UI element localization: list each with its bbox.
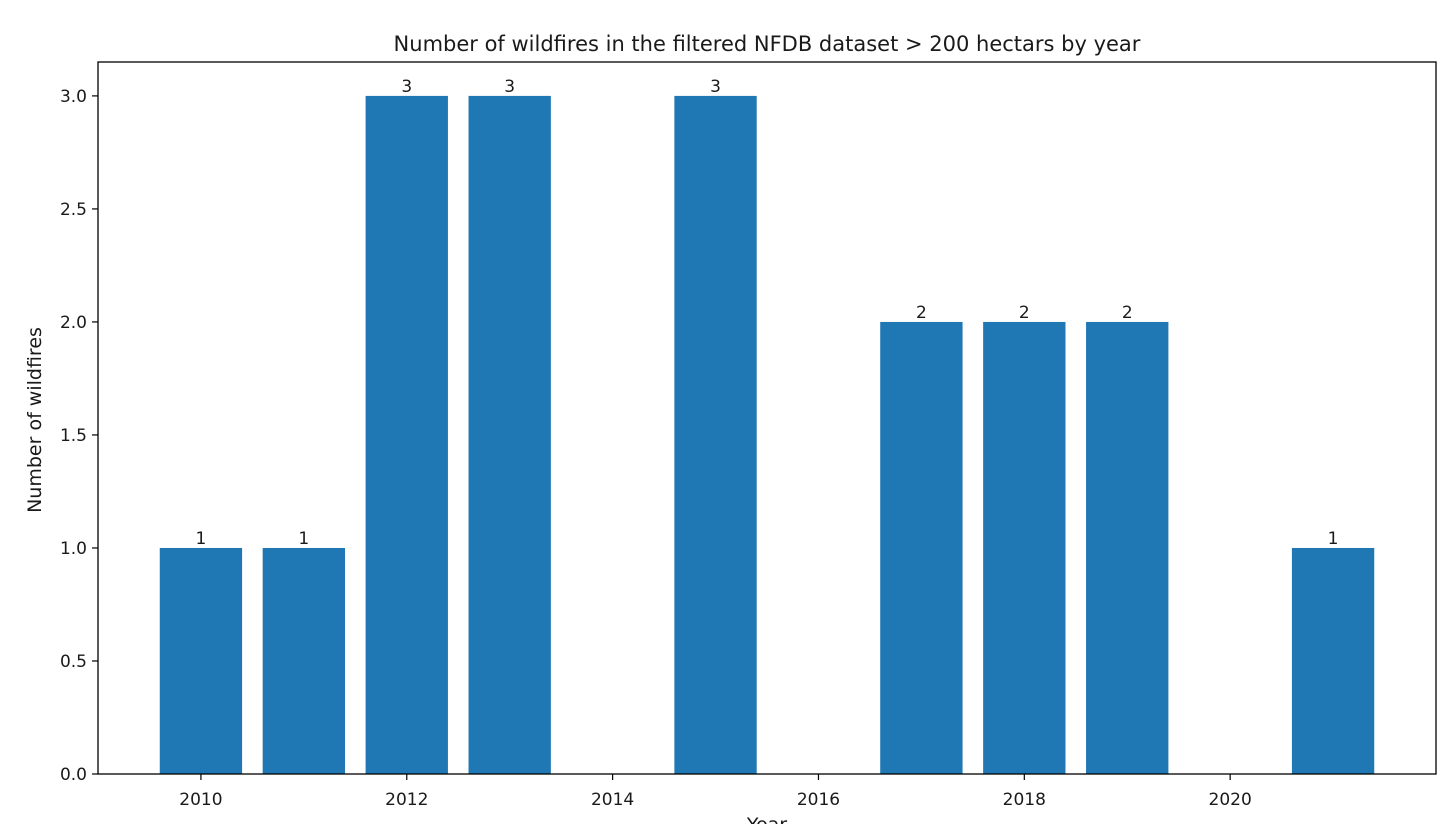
x-tick-label: 2016 [797,790,840,810]
data-label-2019: 2 [1122,303,1133,323]
y-tick-label: 1.0 [60,539,87,559]
data-label-2015: 3 [710,77,721,97]
data-label-2013: 3 [504,77,515,97]
data-label-2012: 3 [401,77,412,97]
y-tick-label: 3.0 [60,87,87,107]
bar-2021 [1291,547,1375,774]
data-label-2018: 2 [1019,303,1030,323]
y-tick-label: 2.5 [60,200,87,220]
x-axis: 2010 2012 2014 2016 2018 2020 [179,774,1252,810]
y-axis: 0.0 0.5 1.0 1.5 2.0 2.5 3.0 [60,87,98,785]
y-tick-label: 0.0 [60,765,87,785]
data-label-2021: 1 [1328,529,1339,549]
x-axis-label: Year [746,814,787,824]
data-label-2010: 1 [196,529,207,549]
y-tick-label: 2.0 [60,313,87,333]
x-tick-label: 2014 [591,790,634,810]
bar-2011 [262,547,346,774]
bar-2018 [983,321,1066,774]
chart-title: Number of wildfires in the filtered NFDB… [394,32,1141,56]
bar-2012 [365,95,448,774]
bars-group [159,95,1375,774]
x-tick-label: 2020 [1209,790,1252,810]
x-tick-label: 2010 [179,790,222,810]
x-tick-label: 2012 [385,790,428,810]
bar-2015 [674,95,757,774]
data-labels-group: 1 1 3 3 3 2 2 2 1 [196,77,1339,549]
data-label-2011: 1 [298,529,309,549]
bar-2010 [159,547,243,774]
data-label-2017: 2 [916,303,927,323]
bar-2013 [468,95,551,774]
bar-2019 [1086,321,1169,774]
bar-2017 [880,321,963,774]
y-tick-label: 0.5 [60,652,87,672]
x-tick-label: 2018 [1003,790,1046,810]
y-axis-label: Number of wildfires [24,327,46,513]
plot-frame [97,61,1437,775]
y-tick-label: 1.5 [60,426,87,446]
